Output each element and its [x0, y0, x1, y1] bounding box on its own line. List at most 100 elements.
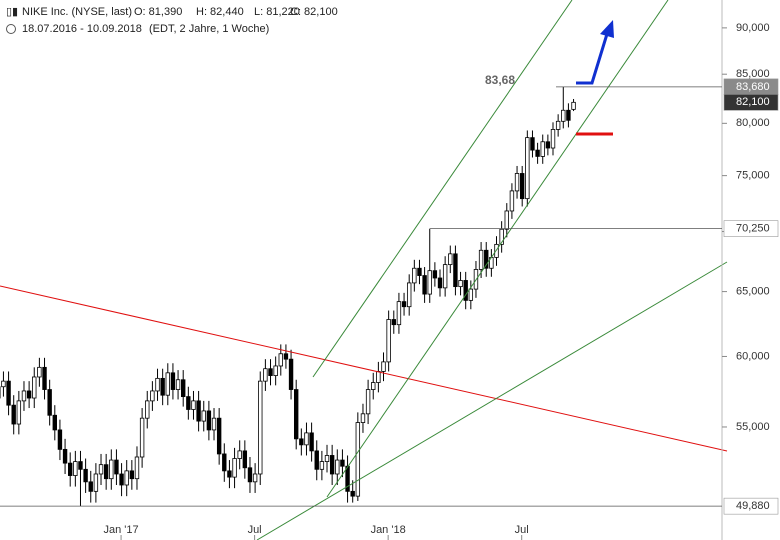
candle-body — [160, 377, 165, 396]
subtitle-note: (EDT, 2 Jahre, 1 Woche) — [149, 23, 269, 35]
x-tick-label: Jul — [248, 524, 262, 536]
candle-body — [540, 141, 545, 157]
price-box — [723, 497, 779, 515]
candle-body — [181, 379, 186, 398]
title: NIKE Inc. (NYSE, last) — [22, 6, 132, 18]
icon: ▯▮ — [6, 6, 18, 18]
candle-body — [103, 464, 109, 480]
candle-body — [417, 267, 422, 276]
y-tick-label: 65,000 — [736, 286, 770, 298]
price-label: 49,880 — [736, 500, 770, 512]
candle-body — [288, 358, 294, 390]
target-arrow — [576, 33, 609, 85]
candle-body — [519, 173, 525, 200]
ohlc-close: C: 82,100 — [290, 6, 338, 18]
candle-body — [422, 275, 427, 295]
candle-body — [1, 380, 6, 388]
subtitle: 18.07.2016 - 10.09.2018 — [22, 23, 142, 35]
candle-body — [227, 470, 232, 478]
candle-body — [335, 459, 340, 475]
annotation: 83,68 — [485, 73, 515, 87]
y-tick-label: 80,000 — [736, 117, 770, 129]
candle-body — [499, 228, 504, 245]
ohlc-low: L: 81,220 — [254, 6, 300, 18]
candle-body — [201, 410, 206, 422]
candle-body — [83, 468, 88, 483]
trend-line — [0, 285, 728, 452]
candle-body — [324, 455, 330, 462]
candle-body — [263, 368, 268, 382]
candle-body — [211, 417, 217, 431]
y-tick-label: 75,000 — [736, 170, 770, 182]
candle-body — [319, 461, 325, 470]
candle-body — [6, 380, 11, 406]
candle-body — [555, 120, 561, 130]
candle-body — [442, 264, 448, 289]
candle-body — [509, 190, 515, 212]
candle-body — [268, 368, 273, 376]
candle-body — [78, 461, 83, 470]
y-tick-label: 55,000 — [736, 421, 770, 433]
candle-body — [222, 453, 227, 472]
plot-area — [0, 86, 576, 507]
candle-body — [11, 404, 16, 425]
candle-body — [427, 270, 432, 295]
candle-body — [114, 459, 119, 475]
candle-body — [401, 301, 407, 308]
candle-body — [216, 417, 222, 455]
candle-body — [391, 319, 396, 326]
price-label: 70,250 — [736, 223, 770, 235]
candle-body — [566, 109, 571, 121]
candle-body — [278, 353, 283, 367]
y-tick-label: 85,000 — [736, 68, 770, 80]
candle-body — [458, 280, 463, 288]
candle-body — [494, 243, 499, 258]
candle-body — [535, 149, 540, 157]
price-label: 83,680 — [736, 81, 770, 93]
candle-body — [381, 361, 386, 372]
price-box — [723, 94, 779, 111]
candle-body — [571, 101, 576, 110]
candle-body — [432, 270, 438, 279]
candle-body — [371, 382, 376, 390]
candle-body — [21, 390, 27, 402]
candle-body — [299, 438, 304, 446]
y-tick-label: 60,000 — [736, 350, 770, 362]
candle-body — [129, 470, 135, 480]
channel-lower — [256, 261, 728, 540]
candle-body — [550, 129, 556, 149]
candle-body — [329, 455, 335, 475]
candle-body — [206, 410, 212, 431]
candle-body — [530, 137, 535, 151]
candle-body — [468, 288, 474, 301]
x-tick-label: Jan '18 — [371, 524, 406, 536]
price-label: 82,100 — [736, 96, 770, 108]
candle-body — [109, 459, 114, 480]
candle-body — [57, 429, 63, 450]
candle-body — [340, 459, 345, 467]
candle-body — [293, 389, 299, 440]
candle-body — [504, 210, 509, 230]
candle-body — [314, 450, 319, 470]
price-box — [723, 220, 779, 237]
clock-icon — [6, 24, 16, 34]
y-tick-label: 90,000 — [736, 22, 770, 34]
arrow-head — [600, 20, 614, 38]
candle-body — [165, 372, 170, 396]
candle-body — [26, 390, 32, 399]
candle-body — [119, 473, 124, 486]
candle-body — [237, 450, 242, 459]
ohlc-high: H: 82,440 — [196, 6, 244, 18]
candle-body — [196, 400, 201, 422]
candle-body — [273, 365, 278, 376]
ohlc-open: O: 81,390 — [134, 6, 182, 18]
channel-middle — [326, 0, 669, 498]
candle-body — [525, 137, 530, 200]
channel-upper — [312, 0, 573, 378]
candle-body — [186, 396, 191, 410]
candle-body — [134, 456, 140, 480]
candle-body — [437, 277, 443, 289]
candle-body — [247, 467, 253, 483]
candle-body — [309, 432, 314, 452]
